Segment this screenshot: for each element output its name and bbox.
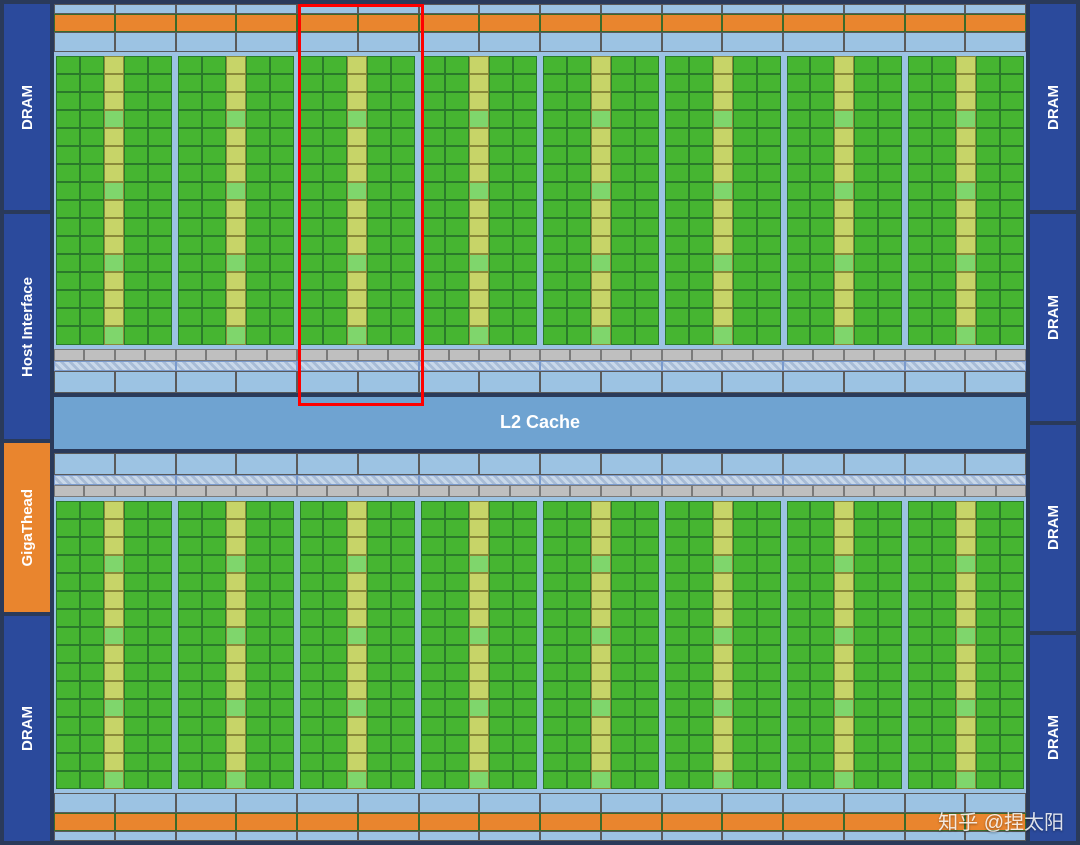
dram-r2-label: DRAM: [1045, 295, 1062, 340]
dram-r3: DRAM: [1028, 423, 1078, 633]
gpc-row-top: [54, 2, 1026, 395]
raster-thin-band: [54, 831, 1026, 841]
raster-engine-band: [54, 14, 1026, 32]
sm-block: [421, 501, 537, 790]
gpc-row-bottom: [54, 451, 1026, 844]
sm-block: [178, 501, 294, 790]
sm-block: [300, 501, 416, 790]
gpu-chip-diagram: DRAM Host Interface GigaThead DRAM L2 Cache…: [0, 0, 1080, 845]
sm-block: [178, 56, 294, 345]
l1-cache-band: [54, 475, 1026, 485]
dram-r1: DRAM: [1028, 2, 1078, 212]
dram-r2: DRAM: [1028, 212, 1078, 422]
raster-engine-band: [54, 813, 1026, 831]
sm-block: [665, 56, 781, 345]
interconnect-band: [54, 371, 1026, 393]
host-interface: Host Interface: [2, 212, 52, 441]
dram-r1-label: DRAM: [1045, 85, 1062, 130]
sm-block: [908, 501, 1024, 790]
dram-r4-label: DRAM: [1045, 715, 1062, 760]
interconnect-band: [54, 453, 1026, 475]
sm-block: [543, 501, 659, 790]
l1-cache-band: [54, 361, 1026, 371]
sm-block: [665, 501, 781, 790]
sm-block: [787, 501, 903, 790]
l2-cache-label: L2 Cache: [500, 412, 580, 433]
host-interface-label: Host Interface: [19, 277, 36, 377]
dram-l1-label: DRAM: [19, 85, 36, 130]
center-die: L2 Cache: [52, 2, 1028, 843]
gigathread: GigaThead: [2, 441, 52, 614]
sm-block: [56, 56, 172, 345]
dram-r3-label: DRAM: [1045, 505, 1062, 550]
dram-l1: DRAM: [2, 2, 52, 212]
texture-band: [54, 349, 1026, 361]
sm-block: [56, 501, 172, 790]
raster-thin-band: [54, 4, 1026, 14]
watermark-text: 知乎 @捏太阳: [938, 806, 1064, 835]
polymorph-band: [54, 793, 1026, 813]
left-side-column: DRAM Host Interface GigaThead DRAM: [2, 2, 52, 843]
texture-band: [54, 485, 1026, 497]
polymorph-band: [54, 32, 1026, 52]
sm-block: [421, 56, 537, 345]
gigathread-label: GigaThead: [19, 489, 36, 567]
sm-block: [543, 56, 659, 345]
l2-cache: L2 Cache: [54, 395, 1026, 451]
sm-array: [54, 497, 1026, 794]
right-side-column: DRAM DRAM DRAM DRAM: [1028, 2, 1078, 843]
sm-block: [908, 56, 1024, 345]
sm-array: [54, 52, 1026, 349]
sm-block: [300, 56, 416, 345]
sm-block: [787, 56, 903, 345]
dram-l2: DRAM: [2, 614, 52, 843]
dram-l2-label: DRAM: [19, 706, 36, 751]
